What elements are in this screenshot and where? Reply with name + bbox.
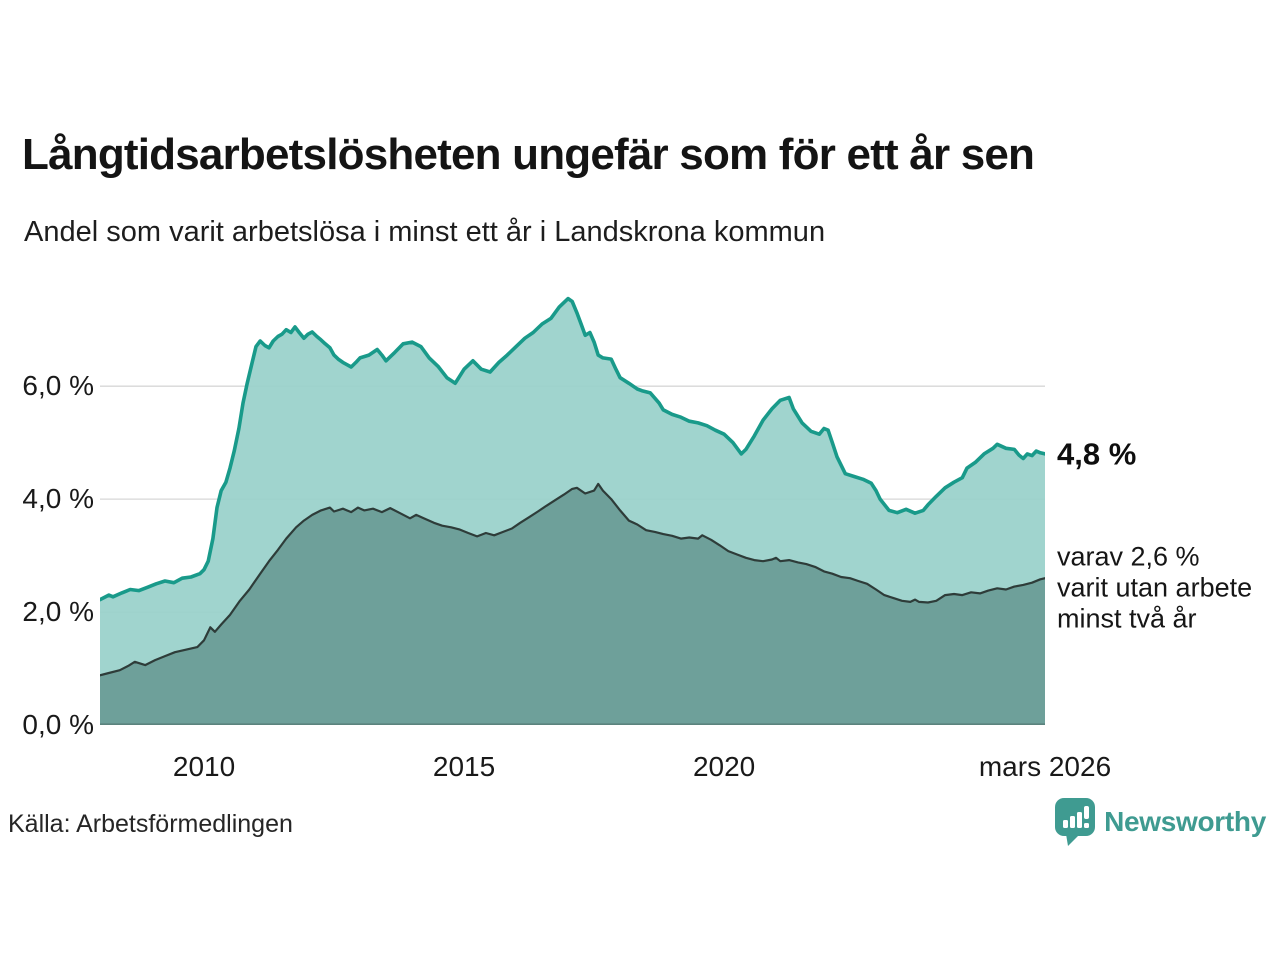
source-note: Källa: Arbetsförmedlingen [8,810,293,838]
series-area-1 [100,483,1045,725]
x-tick-label: 2010 [172,751,236,782]
bar-chart-speech-bubble-icon [1055,798,1096,846]
x-tick-label: 2015 [432,751,496,782]
x-tick-label: mars 2026 [978,751,1112,782]
page-title: Långtidsarbetslösheten ungefär som för e… [22,130,1035,179]
x-tick-label: 2020 [692,751,756,782]
y-tick-label: 4,0 % [22,483,94,515]
brand-name: Newsworthy [1104,806,1266,837]
end-value-label-two-years: varav 2,6 % varit utan arbete minst två år [1057,541,1253,634]
page-subtitle: Andel som varit arbetslösa i minst ett å… [24,216,826,248]
area-chart [100,296,1045,725]
series-line-0 [100,296,1045,602]
newsworthy-logo: Newsworthy [1055,798,1266,846]
y-tick-label: 2,0 % [22,596,94,628]
y-tick-label: 6,0 % [22,370,94,402]
end-value-label-total: 4,8 % [1057,436,1137,472]
y-tick-label: 0,0 % [22,709,94,740]
series-line-1 [100,482,1045,677]
